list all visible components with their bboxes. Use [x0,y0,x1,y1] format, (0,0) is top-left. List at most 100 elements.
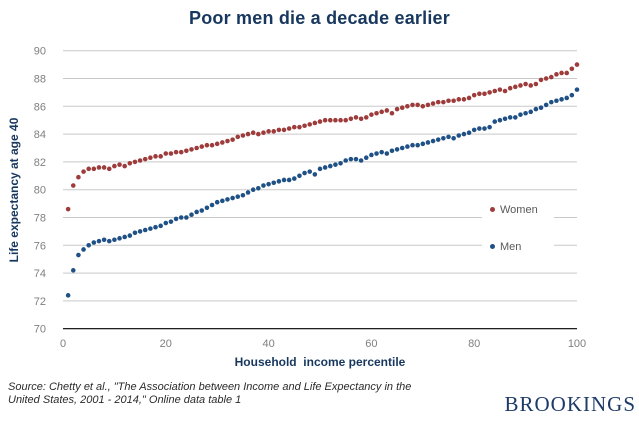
data-point-men [451,135,456,141]
data-point-men [261,183,266,188]
source-note-line2: United States, 2001 - 2014," Online data… [8,393,242,406]
data-point-men [76,252,81,258]
data-point-women [518,83,523,88]
data-point-men [148,226,153,231]
data-point-women [286,126,292,131]
legend-label-women: Women [500,203,538,216]
data-point-women [214,141,220,147]
data-point-men [106,238,112,244]
data-point-men [292,176,297,181]
data-point-women [420,104,426,109]
y-tick-label: 78 [34,213,46,225]
data-point-women [451,98,456,104]
data-point-men [466,130,472,136]
data-point-women [101,165,107,170]
data-point-women [322,117,328,123]
data-point-women [86,166,91,172]
data-point-women [333,117,338,123]
source-note: Source: Chetty et al., "The Association … [8,381,411,406]
data-point-women [91,166,97,172]
data-point-women [343,117,349,123]
y-axis-title: Life expectancy at age 40 [7,117,21,263]
data-point-men [286,177,292,183]
data-point-women [456,97,462,102]
data-point-women [65,206,71,212]
data-point-men [456,133,462,138]
y-tick-label: 84 [34,129,46,141]
data-point-women [435,99,441,105]
data-point-women [394,106,400,112]
data-point-men [358,158,364,163]
data-point-women [302,123,307,129]
data-point-men [559,97,564,102]
data-point-men [307,169,313,174]
y-tick-label: 74 [34,268,46,280]
data-point-women [338,117,343,123]
data-point-women [312,120,318,126]
x-tick-label: 20 [160,338,172,350]
data-point-women [148,155,153,161]
data-point-women [307,122,313,127]
women-marker-icon [490,207,495,212]
data-point-women [430,101,436,106]
data-point-men [363,155,369,161]
data-point-men [343,158,349,163]
data-point-women [389,110,395,116]
data-point-women [297,124,302,130]
data-point-women [533,81,539,87]
data-point-women [240,133,246,138]
data-point-women [574,62,580,67]
data-point-women [543,76,549,81]
data-point-women [528,83,534,88]
data-point-women [292,124,297,130]
data-point-women [81,169,86,174]
data-point-men [178,215,184,220]
data-point-men [271,180,277,186]
data-point-men [153,224,158,230]
data-point-men [569,92,575,98]
data-point-men [312,172,318,177]
data-point-women [374,110,379,116]
data-point-women [564,70,570,76]
data-point-women [559,70,564,76]
legend-entry-women: Women [482,201,554,218]
data-point-men [435,137,441,142]
data-point-women [492,88,498,94]
data-point-men [189,212,194,218]
data-point-women [369,112,374,117]
data-point-men [220,198,225,204]
data-point-men [446,134,451,140]
data-point-men [281,177,287,183]
data-point-women [122,163,127,169]
data-point-men [70,268,76,273]
data-point-men [96,238,102,244]
data-point-women [137,158,143,163]
data-point-men [394,147,400,152]
data-point-men [574,87,580,92]
data-point-women [569,66,575,72]
data-point-men [214,199,220,205]
data-point-women [538,77,544,83]
data-point-women [209,142,215,148]
data-point-women [358,116,364,122]
data-point-women [466,95,472,101]
data-point-men [112,237,117,243]
data-point-men [420,141,426,147]
data-point-men [338,160,343,166]
data-point-men [523,110,528,116]
data-point-men [477,126,482,131]
data-point-men [184,215,189,220]
data-point-women [482,91,487,97]
y-tick-label: 88 [34,74,46,86]
data-point-men [502,116,508,122]
data-point-men [507,115,513,120]
data-point-women [245,131,251,137]
y-tick-label: 72 [34,296,46,308]
data-point-men [225,197,230,202]
data-point-men [230,195,235,201]
data-point-men [348,156,354,162]
data-point-men [297,173,302,179]
data-point-women [384,108,390,113]
data-point-men [127,233,133,238]
data-point-women [410,102,415,108]
